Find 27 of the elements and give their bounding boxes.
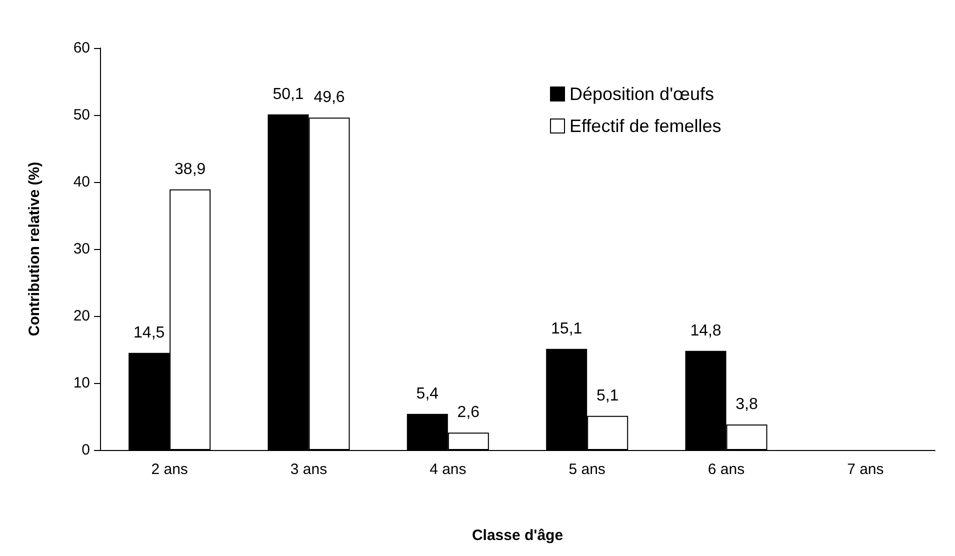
x-tick-label: 3 ans xyxy=(290,461,328,478)
data-label: 2,6 xyxy=(457,404,480,422)
y-tick-label: 40 xyxy=(73,174,90,190)
data-label: 5,1 xyxy=(596,387,619,404)
legend-label: Effectif de femelles xyxy=(570,116,722,136)
data-label: 14,8 xyxy=(690,322,722,340)
x-tick-label: 6 ans xyxy=(708,461,745,478)
data-label: 3,8 xyxy=(736,396,758,414)
y-tick-label: 50 xyxy=(73,106,90,124)
x-tick-label: 7 ans xyxy=(847,461,884,478)
y-axis-title: Contribution relative (%) xyxy=(26,162,43,336)
y-tick-label: 60 xyxy=(73,40,90,56)
data-label: 50,1 xyxy=(272,86,304,103)
data-label: 14,5 xyxy=(134,324,165,342)
x-tick-label: 5 ans xyxy=(568,461,606,478)
x-tick-label: 2 ans xyxy=(151,461,188,478)
y-tick-label: 20 xyxy=(73,308,90,324)
data-label: 49,6 xyxy=(314,89,345,106)
y-tick-label: 10 xyxy=(73,374,90,392)
y-tick-label: 0 xyxy=(82,442,90,458)
data-label: 38,9 xyxy=(174,160,206,178)
y-tick-label: 30 xyxy=(73,240,90,258)
legend-label: Déposition d'œufs xyxy=(570,84,714,104)
data-label: 5,4 xyxy=(416,385,439,402)
x-axis-title: Classe d'âge xyxy=(472,527,564,544)
data-label: 15,1 xyxy=(551,320,582,338)
x-tick-label: 4 ans xyxy=(430,461,466,478)
